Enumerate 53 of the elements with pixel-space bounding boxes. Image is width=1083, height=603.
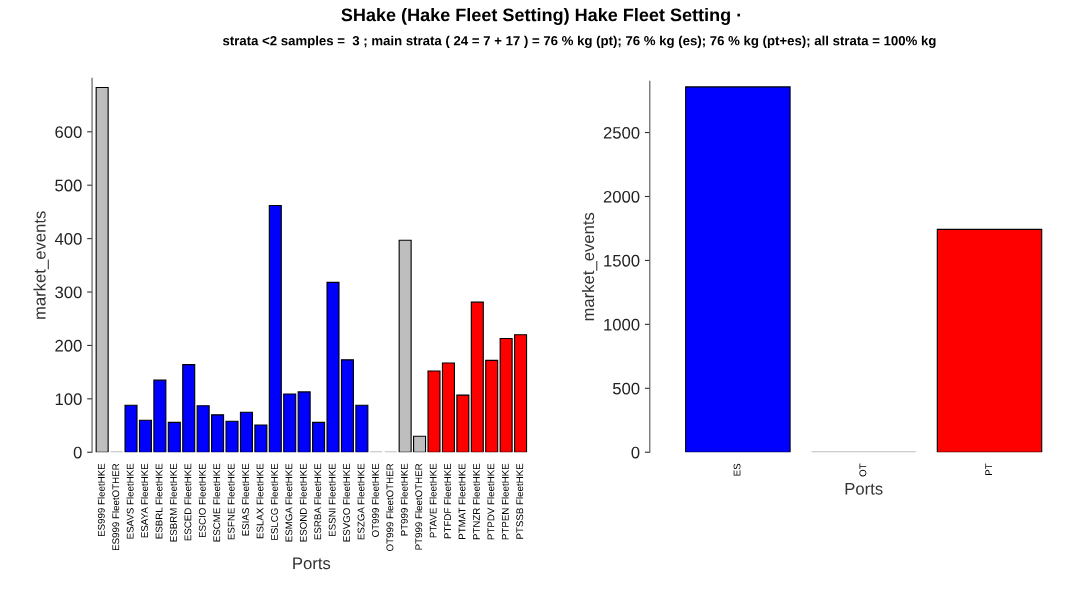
y-tick-label: 0 xyxy=(631,446,640,459)
x-tick-label: ES999 FleetOTHER xyxy=(112,463,120,551)
y-tick-label: 2000 xyxy=(603,190,640,203)
x-tick-label: PTPDV FleetHKE xyxy=(487,463,495,540)
x-tick-label: ESLCG FleetHKE xyxy=(270,463,278,540)
y-tick-label: 2500 xyxy=(603,126,640,139)
x-tick-label: ESIAS FleetHKE xyxy=(241,463,250,536)
x-tick-label: ESVGO FleetHKE xyxy=(342,463,351,542)
y-tick-label: 1500 xyxy=(604,254,640,267)
x-tick-label: ESCIO FleetHKE xyxy=(198,463,206,538)
y-axis-title: market_events xyxy=(33,211,49,319)
x-axis-title: Ports xyxy=(293,557,331,570)
x-tick-label: ESRBA FleetHKE xyxy=(314,463,322,540)
x-tick-label: PT999 FleetOTHER xyxy=(415,463,423,550)
x-tick-label: ESBRM FleetHKE xyxy=(169,463,177,542)
y-tick-label: 100 xyxy=(55,393,82,406)
x-tick-label: ES999 FleetHKE xyxy=(97,463,105,537)
x-tick-label: OT999 FleetHKE xyxy=(371,463,379,537)
x-tick-label: ESZGA FleetHKE xyxy=(357,463,365,540)
x-tick-label: PTMAT FleetHKE xyxy=(458,463,466,539)
x-tick-label: ESAVS FleetHKE xyxy=(126,463,134,539)
x-tick-label: PTNZR FleetHKE xyxy=(472,463,480,540)
x-tick-label: ESLAX FleetHKE xyxy=(256,463,264,539)
x-tick-label: PTPEN FleetHKE xyxy=(501,463,509,540)
y-tick-label: 0 xyxy=(73,446,82,459)
y-tick-label: 200 xyxy=(55,339,82,352)
x-tick-label: PTFDF FleetHKE xyxy=(443,463,452,539)
x-tick-label: ESBRL FleetHKE xyxy=(155,463,163,539)
x-tick-label: OT999 FleetOTHER xyxy=(386,463,394,551)
x-tick-label: OT xyxy=(859,463,867,477)
x-tick-label: ESFNE FleetHKE xyxy=(227,463,235,540)
bar xyxy=(95,86,109,453)
x-axis-title: Ports xyxy=(845,483,883,495)
x-tick-label: ESMGA FleetHKE xyxy=(285,463,293,542)
x-tick-label: PTAVE FleetHKE xyxy=(429,463,437,538)
text: strata <2 samples = 3 ; main strata ( 24 = 7 + 17 ) = 76 % kg (pt); 76 % kg (es); 76 % kg (pt+es); all strata = 100% kg xyxy=(222,35,936,49)
y-tick-label: 600 xyxy=(55,126,82,138)
y-tick-label: 500 xyxy=(612,382,640,395)
x-tick-label: ESCME FleetHKE xyxy=(213,463,221,542)
x-tick-label: ESCED FleetHKE xyxy=(184,463,192,541)
x-tick-label: PTSSB FleetHKE xyxy=(516,463,524,539)
y-axis-title: market_events xyxy=(581,212,598,321)
y-tick-label: 500 xyxy=(55,179,82,192)
y-tick-label: 300 xyxy=(55,286,82,299)
x-tick-label: ESSNI FleetHKE xyxy=(328,463,336,537)
chart-title: SHake (Hake Fleet Setting) Hake Fleet Setting · xyxy=(341,8,740,25)
x-tick-label: ESAYA FleetHKE xyxy=(140,463,149,538)
x-tick-label: ESOND FleetHKE xyxy=(299,463,307,542)
y-tick-label: 1000 xyxy=(604,318,640,331)
x-tick-label: PT xyxy=(985,463,993,475)
x-tick-label: ES xyxy=(733,463,741,476)
y-tick-label: 400 xyxy=(54,233,82,245)
x-tick-label: PT999 FleetHKE xyxy=(400,463,408,536)
